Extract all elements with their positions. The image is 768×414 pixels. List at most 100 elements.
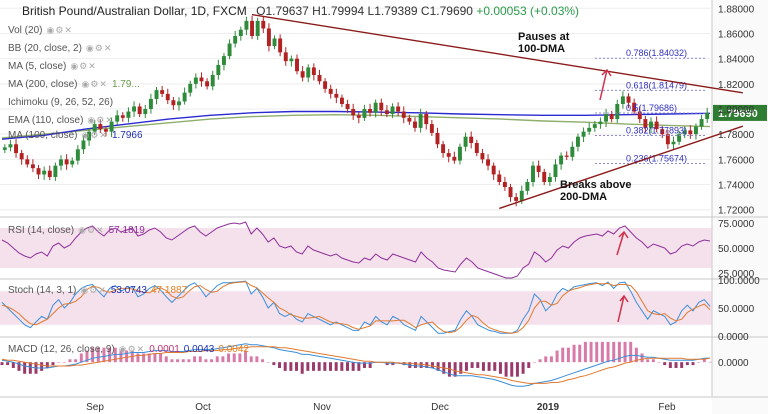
time-tick-label: Sep [86,402,104,413]
macd-histogram-bar [23,362,27,374]
indicator-ichimoku[interactable]: Ichimoku (9, 26, 52, 26) [8,97,113,108]
macd-histogram-bar [555,350,559,363]
current-price-label: 1.79690 [718,108,758,120]
macd-histogram-bar [561,347,565,363]
candle-body [306,67,311,78]
indicator-ma100[interactable]: MA (100, close) ◉⚙✕ 1.7966 [8,130,143,141]
settings-icon[interactable]: ◉⚙✕ [70,61,97,71]
macd-histogram-bar [62,362,66,363]
macd-histogram-bar [362,362,366,368]
candle-body [171,100,176,106]
macd-histogram-bar [668,362,672,368]
candle-body [356,115,361,118]
indicator-ma200-value: 1.79... [111,79,140,90]
macd-histogram-bar [289,362,293,371]
fib-label: 0.618(1.81479) [626,80,687,90]
fib-label: 0.236(1.75674) [626,153,687,163]
candle-body [457,146,462,161]
macd-histogram-bar [147,353,151,363]
macd-histogram-bar [617,341,621,363]
candle-body [491,165,496,175]
macd-line [1,343,711,387]
candle-body [379,102,384,111]
candle-body [536,165,541,172]
macd-histogram-bar [385,362,389,366]
candle-body [92,124,97,132]
candle-body [19,153,24,160]
candle-body [70,160,75,165]
candle-body [390,106,395,115]
settings-icon[interactable]: ◉⚙✕ [81,79,108,89]
candle-body [413,121,417,128]
candle-body [255,20,260,36]
candle-body [345,103,350,109]
price-tick-label: 1.88000 [718,4,755,15]
macd-histogram-bar [651,359,655,363]
candle-body [592,124,597,128]
settings-icon[interactable]: ◉⚙✕ [118,344,146,354]
indicator-bb[interactable]: BB (20, close, 2) ◉⚙✕ [8,43,112,54]
rsi-legend[interactable]: RSI (14, close) ◉⚙✕ 57.1819 [8,225,145,236]
candle-body [699,119,704,127]
time-tick-label: Oct [195,402,211,413]
macd-histogram-bar [68,359,72,363]
macd-histogram-bar [702,359,706,363]
trendline-upper [251,13,743,94]
macd-histogram-bar [521,362,525,374]
macd-histogram-bar [227,353,231,363]
oscillator-band [0,291,712,325]
candle-body [317,75,322,82]
candle-body [30,164,35,169]
indicator-ma5[interactable]: MA (5, close) ◉⚙✕ [8,61,97,72]
macd-histogram-bar [125,350,129,363]
candle-body [429,124,434,133]
price-tick-label: 1.72000 [718,206,755,217]
fib-label: 0.786(1.84032) [626,48,687,58]
oscillator-tick-label: 25.0000 [718,269,755,280]
price-change: +0.00053 (+0.03%) [476,4,580,18]
macd-value: 0.0043 [183,344,215,355]
candle-body [334,93,339,98]
macd-histogram-bar [102,347,106,363]
candle-body [677,134,682,142]
stoch-legend[interactable]: Stoch (14, 3, 1) ◉⚙✕ 53.0743 47.1887 [8,285,187,296]
candle-body [36,168,41,175]
eye-icon[interactable]: ◉⚙✕ [46,25,73,35]
macd-histogram-bar [470,362,474,368]
macd-histogram-bar [481,362,485,371]
macd-histogram-bar [357,362,361,371]
macd-histogram-bar [193,356,197,363]
macd-histogram-bar [283,362,287,371]
macd-histogram-bar [595,341,599,363]
macd-histogram-bar [447,362,451,377]
candle-body [497,174,502,183]
time-tick-label: Dec [431,402,449,413]
candle-body [120,115,125,118]
settings-icon[interactable]: ◉⚙✕ [78,225,105,235]
candle-body [261,20,266,29]
indicator-ema110[interactable]: EMA (110, close) ◉⚙✕ [8,115,114,126]
candle-body [272,38,277,47]
current-price-tag [713,104,767,121]
macd-histogram-bar [538,359,542,363]
indicator-vol[interactable]: Vol (20) ◉⚙✕ [8,25,73,36]
macd-tick-label: 0.0000 [718,358,749,369]
up-arrow-annotation [599,68,612,101]
candle-body [570,146,575,157]
candle-body [47,170,52,177]
macd-histogram-bar [249,356,253,363]
settings-icon[interactable]: ◉⚙✕ [85,43,113,53]
candle-body [188,83,193,93]
macd-legend[interactable]: MACD (12, 26, close, 9) ◉⚙✕ 0.0001 0.004… [8,344,249,355]
candle-body [508,187,513,198]
indicator-ma200[interactable]: MA (200, close) ◉⚙✕ 1.79... [8,79,140,90]
candle-body [165,93,170,101]
candle-body [665,134,670,145]
candle-body [227,43,232,57]
stoch-d-value: 47.1887 [151,285,188,296]
annotation-breaks-line: 200-DMA [560,191,607,203]
settings-icon[interactable]: ◉⚙✕ [80,285,107,295]
settings-icon[interactable]: ◉⚙✕ [87,115,114,125]
settings-icon[interactable]: ◉⚙✕ [81,130,108,140]
macd-histogram-bar [57,362,61,363]
